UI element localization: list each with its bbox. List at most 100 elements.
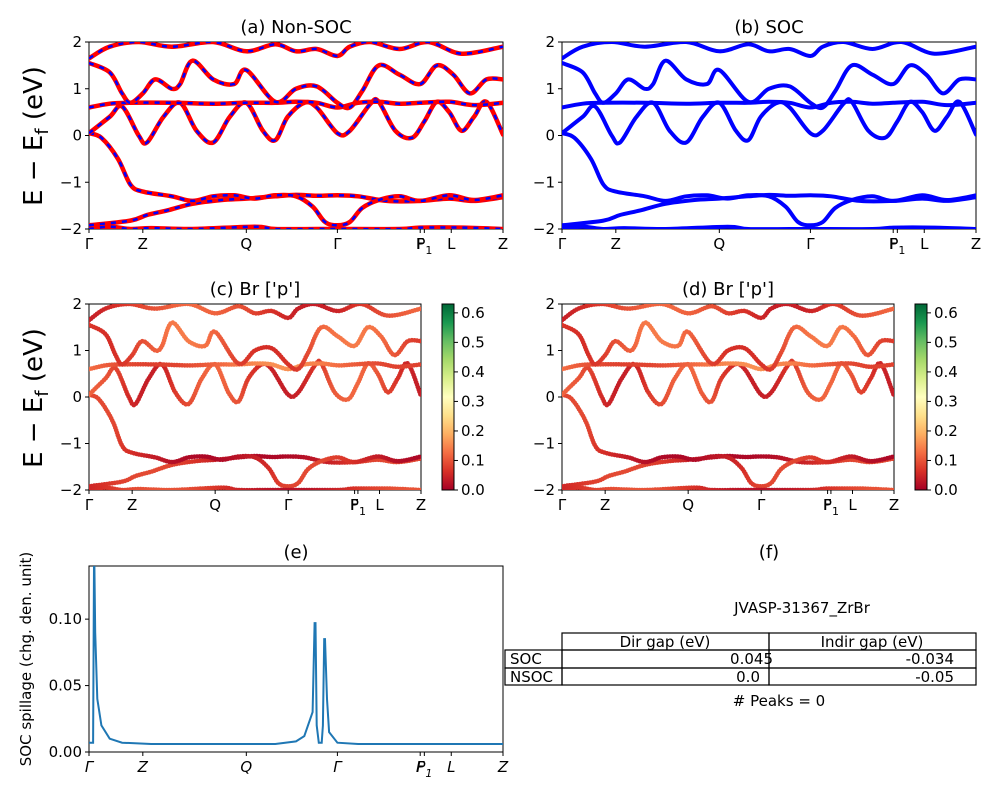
panel-e-frame: [88, 565, 504, 753]
colorbar-c: 0.0 0.1 0.2 0.3 0.4 0.5 0.6: [441, 303, 485, 499]
x-tick-label: Z: [971, 235, 981, 253]
y-tick-label: 1: [72, 342, 82, 360]
colorbar-tick-label: 0.4: [934, 363, 958, 381]
band-line-dashed: [89, 225, 503, 229]
y-tick-label: −2: [533, 481, 555, 499]
table-cell: 0.045: [730, 650, 773, 668]
projection-point: [890, 338, 894, 344]
band-line-soc: [562, 131, 976, 228]
panel-c-title: (c) Br ['p']: [210, 279, 301, 300]
x-tick-label: Γ: [85, 496, 94, 514]
band-line-soc: [562, 42, 976, 61]
colorbar-tick-label: 0.1: [461, 451, 485, 469]
projection-point: [890, 306, 894, 312]
x-tick-label: P1: [416, 235, 432, 257]
x-tick-label: F: [416, 758, 425, 776]
y-tick-label: −1: [60, 435, 82, 453]
x-tick-label: Z: [600, 496, 610, 514]
colorbar-tick-label: 0.6: [461, 304, 485, 322]
x-tick-label: Γ: [85, 235, 94, 253]
colorbar-tick-label: 0.0: [934, 481, 958, 499]
x-tick-label: Γ: [558, 496, 567, 514]
band-line-nonsoc: [89, 96, 503, 146]
y-tick-label: −2: [60, 220, 82, 238]
colorbar-d: 0.0 0.1 0.2 0.3 0.4 0.5 0.6: [914, 303, 958, 499]
panel-b-title: (b) SOC: [734, 17, 803, 38]
x-tick-label: Γ: [333, 758, 343, 776]
panel-e-title: (e): [283, 542, 308, 563]
projection-point: [890, 454, 894, 460]
x-tick-label: P1: [823, 496, 839, 518]
x-tick-label: Q: [713, 235, 725, 253]
table-row-label: SOC: [510, 650, 542, 668]
colorbar-tick-label: 0.5: [934, 333, 958, 351]
y-tick-label: 0.00: [49, 743, 82, 761]
x-tick-label: Γ: [558, 235, 567, 253]
colorbar-tick-label: 0.0: [461, 481, 485, 499]
x-tick-label: L: [920, 235, 929, 253]
material-id: JVASP-31367_ZrBr: [733, 599, 871, 618]
y-tick-label: 2: [72, 295, 82, 313]
y-tick-label: 0.05: [49, 677, 82, 695]
x-tick-label: Z: [497, 758, 509, 776]
band-line-dashed: [89, 100, 503, 109]
x-tick-label: L: [848, 496, 857, 514]
x-tick-label: Γ: [806, 235, 815, 253]
colorbar-tick-label: 0.2: [934, 422, 958, 440]
y-tick-label: 1: [72, 80, 82, 98]
y-tick-label: −1: [60, 173, 82, 191]
y-tick-label: 2: [545, 295, 555, 313]
colorbar-tick-label: 0.1: [934, 451, 958, 469]
colorbar-tick-label: 0.4: [461, 363, 485, 381]
x-tick-label: Z: [498, 235, 508, 253]
band-line-dashed: [89, 193, 503, 227]
x-tick-label: P1: [350, 496, 366, 518]
x-tick-label: Γ: [757, 496, 766, 514]
table-cell: 0.0: [736, 668, 760, 686]
x-tick-label: F: [350, 496, 359, 514]
colorbar-tick-label: 0.2: [461, 422, 485, 440]
y-tick-label: 0.10: [49, 610, 82, 628]
table-cell: -0.034: [906, 650, 954, 668]
y-tick-label: −2: [60, 481, 82, 499]
y-tick-label: 0: [72, 388, 82, 406]
y-tick-label: −2: [533, 220, 555, 238]
band-line-nonsoc: [89, 130, 503, 228]
x-tick-label: Γ: [333, 235, 342, 253]
panel-a-title: (a) Non-SOC: [240, 17, 351, 38]
spillage-line: [89, 566, 503, 745]
table-header-dir: Dir gap (eV): [620, 633, 711, 651]
x-tick-label: L: [447, 235, 456, 253]
gap-table: [504, 632, 977, 686]
y-tick-label: 0: [545, 388, 555, 406]
projection-point: [418, 392, 421, 397]
x-tick-label: Q: [209, 496, 221, 514]
y-tick-label: 0: [72, 127, 82, 145]
projection-point: [889, 362, 894, 367]
x-tick-label: Z: [611, 235, 621, 253]
ylabel-spillage: SOC spillage (chg. den. unit): [17, 552, 35, 767]
x-tick-label: Γ: [85, 758, 95, 776]
projection-point: [417, 338, 421, 344]
y-tick-label: 1: [545, 342, 555, 360]
band-line-dashed: [89, 97, 503, 145]
panel-f-title: (f): [759, 542, 779, 563]
x-tick-label: Q: [240, 235, 252, 253]
x-tick-label: L: [447, 758, 455, 776]
x-tick-label: F: [889, 235, 898, 253]
y-tick-label: −1: [533, 173, 555, 191]
band-line-soc: [562, 97, 976, 146]
panel-d-axes: −2 −1 0 1 2 Γ Z Q Γ FP1 L Z: [533, 295, 899, 518]
x-tick-label: L: [375, 496, 384, 514]
panel-f: JVASP-31367_ZrBr Dir gap (eV) Indir gap …: [504, 599, 977, 710]
projection-point: [416, 362, 421, 367]
band-line-soc: [562, 192, 976, 228]
projection-point: [417, 306, 421, 312]
panel-b-axes: −2 −1 0 1 2 Γ Z Q Γ FP1 L Z: [533, 33, 981, 257]
band-line-dashed: [89, 42, 503, 60]
x-tick-label: F: [416, 235, 425, 253]
band-line-soc: [562, 58, 976, 111]
y-tick-label: 2: [72, 33, 82, 51]
x-tick-label: P1: [889, 235, 905, 257]
